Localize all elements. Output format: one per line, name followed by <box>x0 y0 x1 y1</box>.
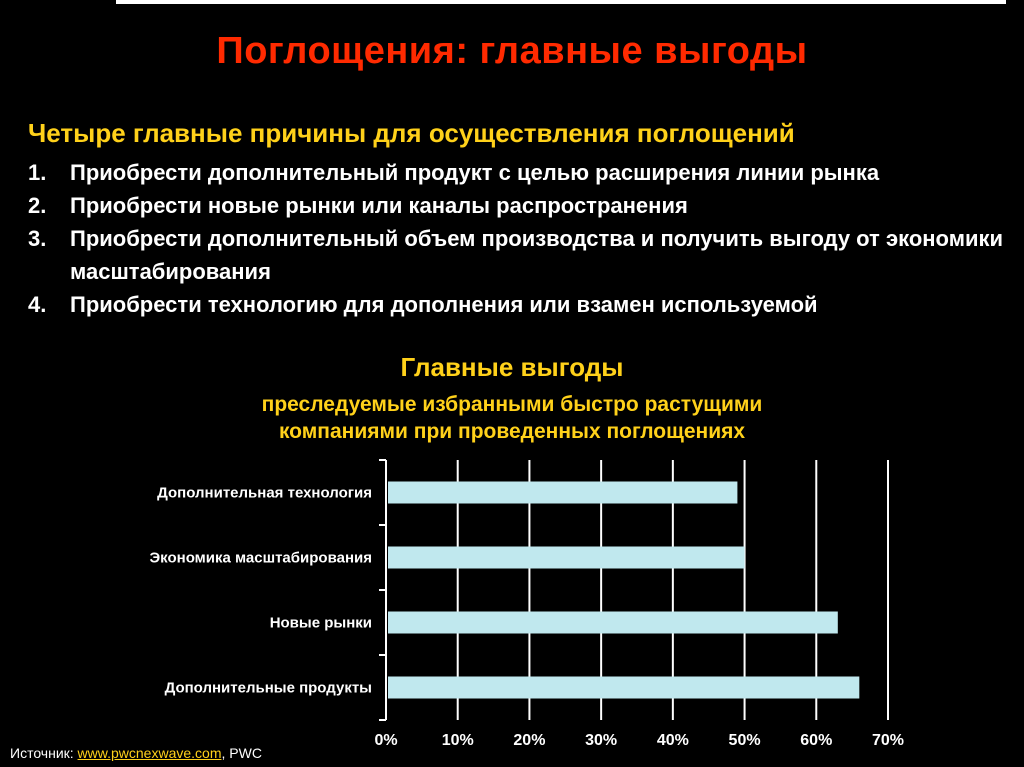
category-label: Новые рынки <box>270 615 372 632</box>
x-tick-label: 70% <box>872 732 904 749</box>
reason-number: 4. <box>28 292 47 317</box>
reason-number: 1. <box>28 160 47 185</box>
reason-number: 3. <box>28 226 47 251</box>
bar <box>388 481 738 504</box>
x-tick-label: 0% <box>374 732 397 749</box>
chart-title: Главные выгоды <box>400 352 624 382</box>
chart-subtitle: преследуемые избранными быстро растущими… <box>0 391 1024 445</box>
bar <box>388 546 745 569</box>
reason-text: Приобрести дополнительный объем производ… <box>70 226 1004 284</box>
bar <box>388 676 860 699</box>
reason-item: 1. Приобрести дополнительный продукт с ц… <box>28 156 1008 189</box>
reason-text: Приобрести дополнительный продукт с цель… <box>70 160 880 185</box>
source-link[interactable]: www.pwcnexwave.com <box>77 745 222 761</box>
source-suffix: , PWC <box>221 745 262 761</box>
category-label: Дополнительная технология <box>157 485 372 502</box>
x-tick-label: 40% <box>657 732 689 749</box>
category-label: Экономика масштабирования <box>150 550 373 567</box>
x-tick-label: 50% <box>729 732 761 749</box>
reason-item: 2. Приобрести новые рынки или каналы рас… <box>28 189 1008 222</box>
x-tick-label: 30% <box>585 732 617 749</box>
reason-number: 2. <box>28 193 47 218</box>
bar <box>388 611 838 634</box>
slide-title: Поглощения: главные выгоды <box>216 30 808 72</box>
source-note: Источник: www.pwcnexwave.com, PWC <box>10 745 262 761</box>
reasons-list: 1. Приобрести дополнительный продукт с ц… <box>28 156 1008 321</box>
top-strip <box>116 0 1006 4</box>
x-tick-label: 60% <box>800 732 832 749</box>
reasons-heading: Четыре главные причины для осуществления… <box>28 118 795 148</box>
category-label: Дополнительные продукты <box>165 680 372 697</box>
chart-subtitle-text: преследуемые избранными быстро растущими… <box>261 393 763 443</box>
reason-item: 4. Приобрести технологию для дополнения … <box>28 288 1008 321</box>
reason-item: 3. Приобрести дополнительный объем произ… <box>28 222 1008 288</box>
reason-text: Приобрести технологию для дополнения или… <box>70 292 818 317</box>
x-tick-label: 20% <box>513 732 545 749</box>
source-label: Источник: <box>10 745 74 761</box>
reason-text: Приобрести новые рынки или каналы распро… <box>70 193 688 218</box>
x-tick-label: 10% <box>442 732 474 749</box>
